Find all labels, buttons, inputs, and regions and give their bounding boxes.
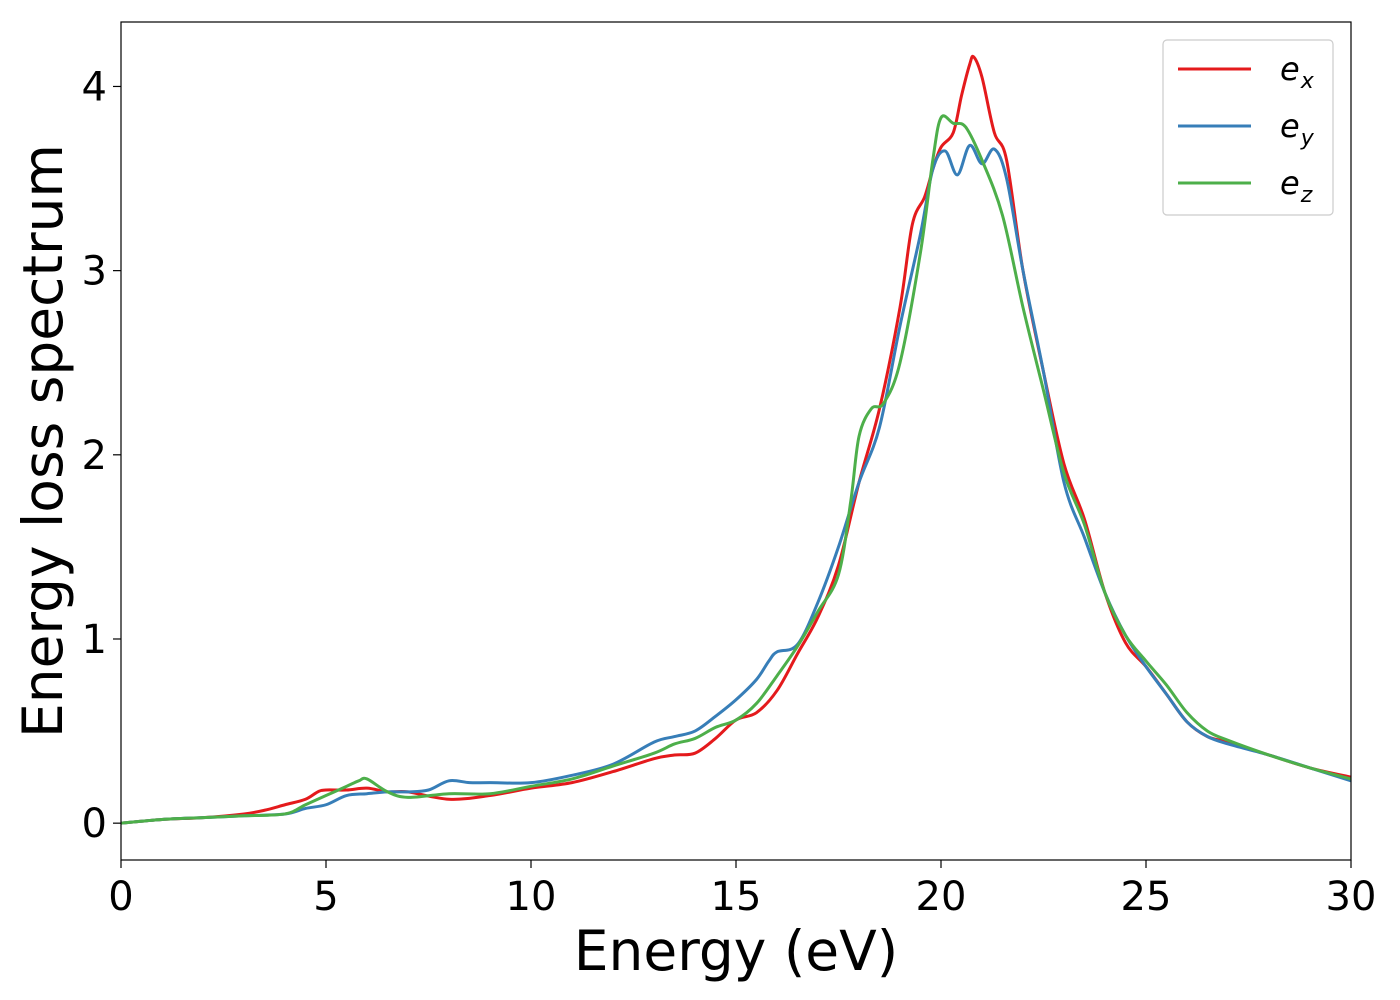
series-layer [121, 54, 1351, 825]
y-axis-ticks: 0 1 2 3 4 [82, 64, 121, 847]
y-tick-label: 3 [82, 249, 107, 295]
legend-items: ex ey ez [1178, 50, 1315, 208]
x-tick-label: 15 [711, 874, 762, 920]
y-tick-label: 4 [82, 64, 107, 110]
y-tick-label: 0 [82, 801, 107, 847]
legend: ex ey ez [1162, 39, 1334, 216]
x-tick-label: 5 [313, 874, 338, 920]
legend-label-z: ez [1280, 164, 1313, 208]
x-tick-label: 20 [916, 874, 967, 920]
x-axis-title: Energy (eV) [574, 919, 898, 983]
legend-label-x: ex [1280, 50, 1315, 94]
x-tick-label: 10 [506, 874, 557, 920]
legend-label-y: ey [1280, 107, 1315, 151]
y-tick-label: 1 [82, 617, 107, 663]
y-axis-title: Energy loss spectrum [11, 144, 75, 738]
y-tick-label: 2 [82, 433, 107, 479]
x-tick-label: 25 [1121, 874, 1172, 920]
x-tick-label: 0 [108, 874, 133, 920]
series-line-z [121, 114, 1351, 825]
x-axis-ticks: 0 5 10 15 20 25 30 [108, 860, 1376, 920]
x-tick-label: 30 [1326, 874, 1377, 920]
